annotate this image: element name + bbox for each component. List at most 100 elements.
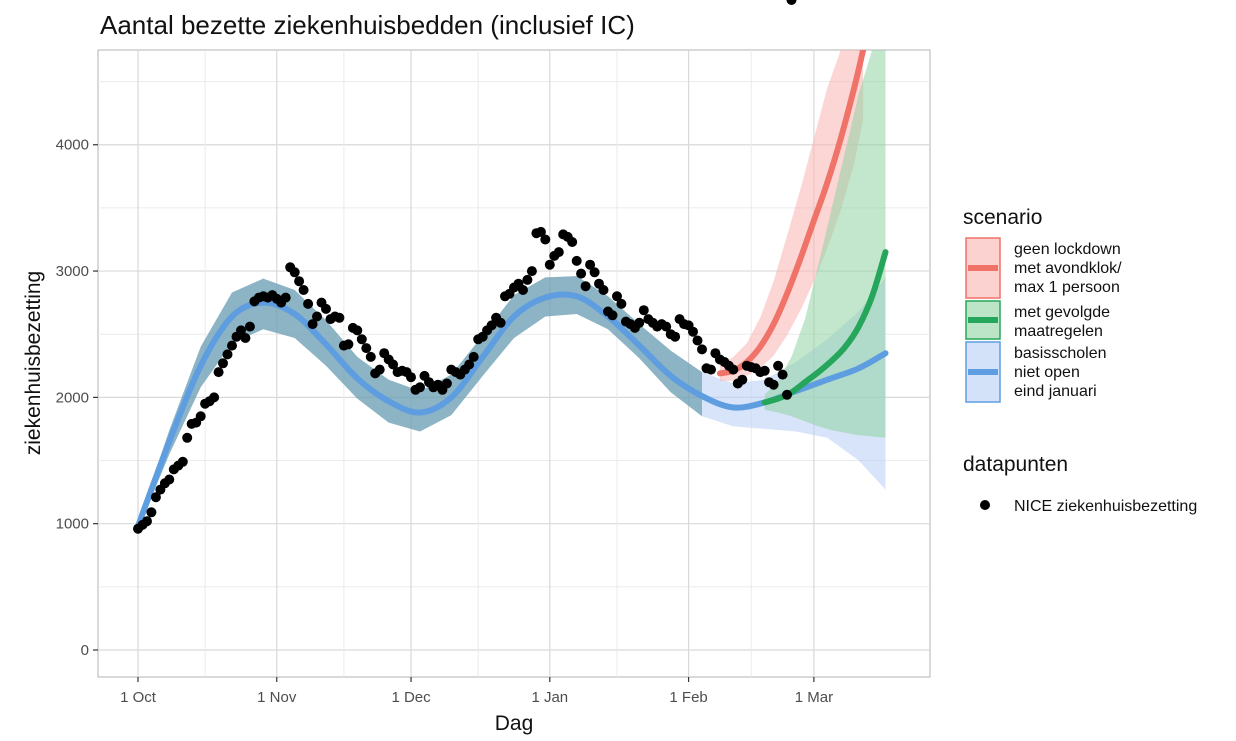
legend-scenario: geen lockdown met avondklok/ max 1 perso… <box>965 237 1122 403</box>
data-point <box>177 456 188 467</box>
data-point <box>464 359 475 370</box>
data-point <box>580 281 591 292</box>
legend-point-label: NICE ziekenhuisbezetting <box>1014 498 1197 515</box>
data-point <box>786 0 797 5</box>
data-point <box>782 389 792 400</box>
data-point <box>356 334 367 345</box>
legend-point-key <box>980 500 990 510</box>
data-point <box>374 364 385 375</box>
y-axis: 0 1000 2000 3000 4000 <box>56 137 98 659</box>
legend-label-1: met avondklok/ <box>1014 260 1122 277</box>
data-point <box>571 255 582 266</box>
data-point <box>182 432 193 443</box>
data-point <box>768 379 779 390</box>
data-point <box>142 516 152 527</box>
x-tick-label: 1 Feb <box>669 689 707 706</box>
data-point <box>612 291 622 302</box>
data-point <box>522 274 533 285</box>
band-historical-overlap <box>138 276 702 530</box>
data-point <box>361 343 372 354</box>
data-point <box>777 369 788 380</box>
data-point <box>150 492 161 503</box>
data-point <box>670 331 681 342</box>
data-point <box>406 372 416 383</box>
data-point <box>598 285 609 295</box>
data-point <box>540 234 551 245</box>
y-axis-title: ziekenhuisbezetting <box>22 271 45 455</box>
data-point <box>388 359 399 370</box>
data-point <box>553 247 564 258</box>
data-point <box>303 298 314 309</box>
data-point <box>343 339 354 350</box>
data-point <box>164 474 175 485</box>
data-point <box>213 367 224 378</box>
x-tick-label: 1 Dec <box>391 689 431 706</box>
data-point <box>298 285 309 295</box>
data-point <box>737 374 748 385</box>
data-point <box>146 507 157 518</box>
legend-label-3: eind januari <box>1014 383 1097 400</box>
data-point <box>706 364 716 375</box>
data-point <box>222 349 233 360</box>
data-point <box>415 382 425 393</box>
data-point <box>495 317 506 328</box>
x-tick-label: 1 Mar <box>795 689 833 706</box>
legend-label-1: geen lockdown <box>1014 241 1121 258</box>
legend-label-2: maatregelen <box>1014 323 1103 340</box>
y-tick-label: 2000 <box>56 389 89 406</box>
data-point <box>518 285 528 295</box>
data-point <box>535 226 546 237</box>
data-point <box>486 320 497 331</box>
data-point <box>244 321 255 332</box>
x-axis-title: Dag <box>495 712 534 735</box>
data-point <box>307 319 318 330</box>
legend-points-title: datapunten <box>963 453 1068 476</box>
data-point <box>607 310 618 321</box>
legend-label-2: met gevolgde <box>1014 304 1110 321</box>
data-point <box>576 268 587 279</box>
data-point <box>634 317 645 328</box>
data-point <box>728 364 739 375</box>
data-point <box>688 326 698 337</box>
data-point <box>352 325 363 336</box>
data-point <box>294 276 305 287</box>
data-point <box>365 351 376 362</box>
data-point <box>697 344 707 355</box>
data-point <box>209 392 220 403</box>
data-point <box>616 298 627 309</box>
chart-title: Aantal bezette ziekenhuisbedden (inclusi… <box>100 10 635 40</box>
data-point <box>218 358 228 369</box>
band-2 <box>764 50 886 438</box>
x-tick-label: 1 Nov <box>257 689 297 706</box>
x-axis: 1 Oct 1 Nov 1 Dec 1 Jan 1 Feb 1 Mar <box>120 677 833 706</box>
data-point <box>585 259 596 270</box>
data-points <box>133 0 797 534</box>
legend-scenario-title: scenario <box>963 206 1042 229</box>
data-point <box>526 266 537 277</box>
data-point <box>773 360 784 371</box>
data-point <box>334 312 345 323</box>
legend-label-3: niet open <box>1014 364 1080 381</box>
data-point <box>240 333 251 343</box>
y-tick-label: 3000 <box>56 263 89 280</box>
y-tick-label: 4000 <box>56 137 89 154</box>
data-point <box>661 321 672 332</box>
data-point <box>638 305 649 316</box>
band-1 <box>719 50 864 381</box>
data-point <box>280 292 291 303</box>
data-point <box>195 411 206 422</box>
data-point <box>589 267 600 278</box>
x-tick-label: 1 Oct <box>120 689 157 706</box>
data-point <box>289 267 300 278</box>
data-point <box>544 259 555 270</box>
data-point <box>312 311 322 322</box>
data-point <box>567 237 578 247</box>
data-point <box>227 340 237 351</box>
x-tick-label: 1 Jan <box>531 689 568 706</box>
legend-label-3: basisscholen <box>1014 345 1107 362</box>
data-point <box>441 378 452 389</box>
data-point <box>236 325 246 336</box>
data-point <box>468 351 479 362</box>
legend-label-1: max 1 persoon <box>1014 279 1120 296</box>
